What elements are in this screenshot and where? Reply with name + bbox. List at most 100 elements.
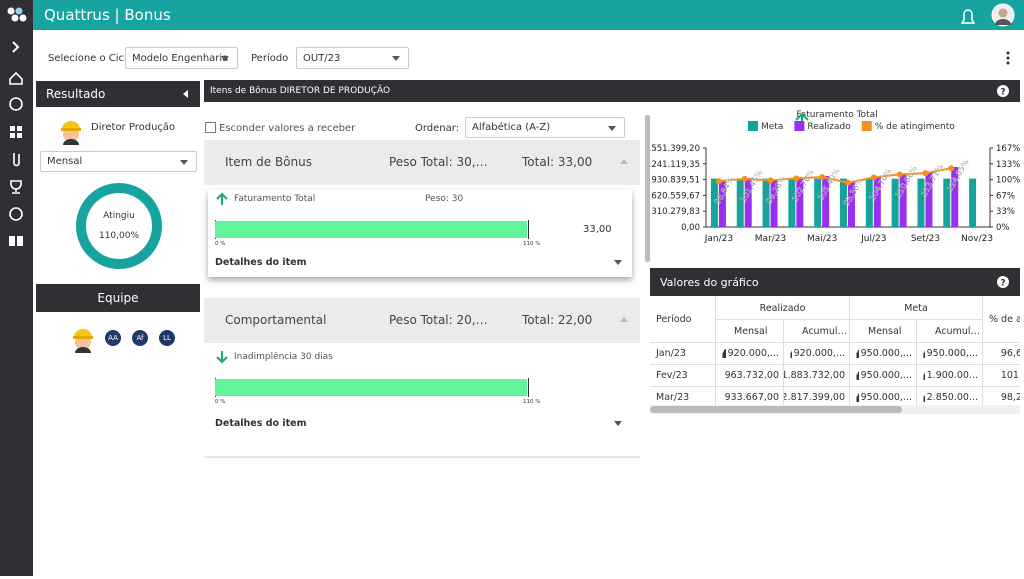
title-arrow <box>795 112 809 122</box>
item-card: Faturamento Total Peso: 30 0 % 110 % 33,00 De… <box>208 190 632 277</box>
scale-label: 110 % <box>523 399 541 405</box>
bell-icon[interactable] <box>960 9 976 24</box>
item-details[interactable]: Detalhes do item <box>215 418 307 429</box>
cell-text: 950.000,... <box>860 370 912 381</box>
point <box>715 178 722 185</box>
collapse-icon[interactable] <box>620 313 628 322</box>
h-scroll-thumb[interactable] <box>650 406 902 413</box>
cycle-select[interactable]: Modelo Engenharia <box>125 47 238 69</box>
sub-header-cell: Mensal <box>850 320 917 343</box>
team-title: Equipe <box>97 291 139 305</box>
collapse-icon[interactable] <box>179 90 188 98</box>
money-icon[interactable] <box>9 97 23 111</box>
cell-text: 1.883.732,00 <box>784 370 845 381</box>
bar <box>762 178 770 227</box>
cell-text: 963.732,00 <box>724 370 779 381</box>
bar <box>814 178 822 227</box>
bar <box>891 178 899 227</box>
point <box>845 179 851 186</box>
scrollbar[interactable] <box>645 115 650 262</box>
y-tick-label: 1.551.399,20 <box>650 144 700 154</box>
arrow <box>216 192 228 205</box>
lock <box>722 349 726 358</box>
expand-icon[interactable] <box>12 41 20 53</box>
result-title: Resultado <box>46 87 106 101</box>
arrow <box>216 351 228 364</box>
collapse-icon[interactable] <box>620 155 628 164</box>
bar <box>917 178 925 227</box>
lock <box>856 349 859 358</box>
table-title: Valores do gráfico <box>660 276 759 289</box>
team-member: Af <box>132 330 148 346</box>
table-cell: Mar/23 <box>650 387 716 405</box>
bar <box>822 176 830 227</box>
divider <box>204 456 640 458</box>
expand-icon[interactable] <box>614 421 622 430</box>
grid-icon[interactable] <box>10 126 22 138</box>
gauge-label: Atingiu <box>103 211 135 221</box>
group-weight: Peso Total: 20,… <box>389 313 488 327</box>
hide-checkbox[interactable] <box>205 122 216 133</box>
attach-icon[interactable] <box>13 153 20 167</box>
team-avatar <box>73 329 93 353</box>
item-name: Faturamento Total <box>234 194 316 204</box>
book-icon[interactable] <box>9 236 23 246</box>
point <box>870 174 877 181</box>
bar <box>943 178 951 227</box>
bar <box>873 176 881 227</box>
table-cell: 1.900.00... <box>917 365 983 387</box>
trophy-icon[interactable] <box>10 180 22 194</box>
bar <box>788 178 796 227</box>
table-header: Valores do gráfico ? <box>650 268 1020 296</box>
cell-text: 950.000,... <box>860 348 912 359</box>
cell-text: 950.000,... <box>926 348 978 359</box>
y-tick-label: 0,00 <box>681 223 700 233</box>
scale-label: 0 % <box>215 241 226 247</box>
cell-text: Fev/23 <box>656 370 688 381</box>
lock <box>856 393 859 402</box>
app-title: Quattrus | Bonus <box>44 6 171 24</box>
expand-icon[interactable] <box>614 260 622 269</box>
table-cell: 920.000,... <box>784 343 850 365</box>
bar <box>840 178 847 227</box>
item-details[interactable]: Detalhes do item <box>215 257 307 268</box>
menu-icon[interactable] <box>1003 50 1013 66</box>
point <box>741 175 748 182</box>
lock-icon <box>856 371 859 380</box>
lock-icon <box>856 393 859 402</box>
sort-select[interactable]: Alfabética (A-Z) <box>465 117 625 138</box>
gauge: Atingiu 110,00% <box>76 183 162 269</box>
home-icon[interactable] <box>9 71 23 85</box>
help-icon[interactable]: ? <box>996 275 1010 289</box>
bar <box>925 171 933 227</box>
y-tick-label: 310.279,83 <box>651 207 700 217</box>
point <box>896 171 903 178</box>
table-cell: 963.732,00 <box>716 365 784 387</box>
table-cell: 950.000,... <box>850 387 917 405</box>
help-icon[interactable]: ? <box>996 84 1010 98</box>
y2-tick-label: 133% <box>996 160 1020 170</box>
cell-text: 933.667,00 <box>724 392 779 403</box>
role-avatar <box>61 121 81 145</box>
line <box>718 167 952 184</box>
y2-tick-label: 100% <box>996 176 1020 186</box>
x-tick-label: Set/23 <box>911 234 940 244</box>
trend-icon <box>216 351 228 364</box>
lock <box>923 373 925 380</box>
cell-text: 950.000,... <box>860 392 912 403</box>
globe-icon[interactable] <box>9 207 23 221</box>
bar <box>899 173 907 227</box>
result-header: Resultado <box>36 81 200 107</box>
period-select[interactable]: OUT/23 <box>296 47 409 69</box>
bar <box>710 178 718 227</box>
bar <box>969 178 977 227</box>
group-total: Total: 22,00 <box>522 313 593 327</box>
point <box>948 165 955 172</box>
items-title: Itens de Bônus DIRETOR DE PRODUÇÃO <box>210 86 391 96</box>
lock-icon <box>790 351 792 358</box>
x-tick-label: Jan/23 <box>704 234 733 244</box>
frequency-select[interactable]: Mensal <box>40 151 197 172</box>
legend-label: Realizado <box>807 122 851 132</box>
y2-tick-label: 167% <box>996 144 1020 154</box>
